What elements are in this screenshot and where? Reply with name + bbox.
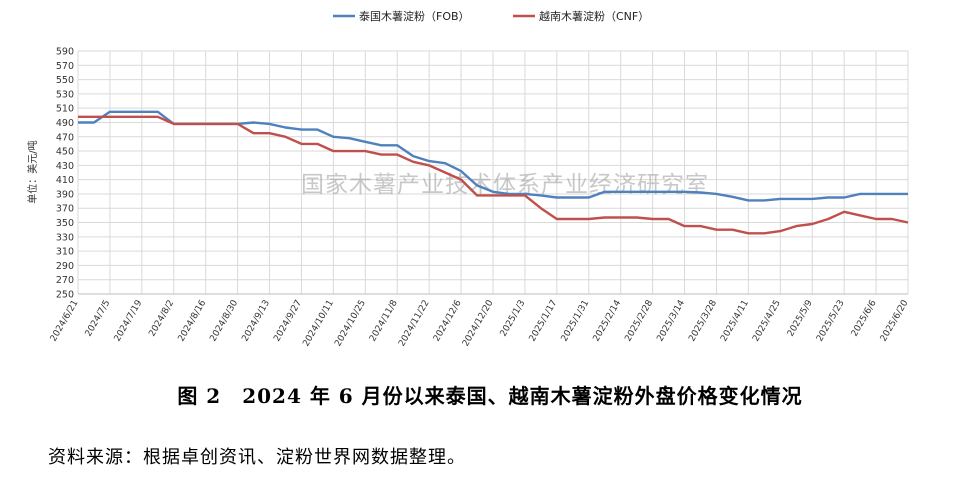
series-lines — [78, 110, 909, 235]
x-tick-label: 2024/10/25 — [333, 299, 368, 349]
x-tick-label: 2025/6/20 — [879, 298, 911, 343]
x-tick-label: 2025/3/14 — [655, 298, 687, 343]
x-tick-label: 2025/3/28 — [687, 298, 719, 343]
x-tick-label: 2024/8/2 — [147, 299, 176, 339]
y-axis-label: 单位：美元/吨 — [26, 140, 39, 203]
y-tick-label: 350 — [56, 218, 74, 229]
y-tick-label: 570 — [56, 61, 74, 72]
y-tick-label: 270 — [56, 275, 74, 286]
x-tick-label: 2024/9/27 — [272, 299, 304, 344]
chart-grid — [77, 50, 909, 295]
x-tick-label: 2024/8/16 — [177, 298, 209, 343]
legend: 泰国木薯淀粉（FOB） 越南木薯淀粉（CNF） — [333, 9, 649, 23]
x-tick-label: 2025/2/28 — [623, 298, 655, 343]
y-tick-label: 310 — [56, 247, 74, 258]
y-tick-label: 290 — [56, 261, 74, 272]
x-tick-label: 2024/10/11 — [301, 299, 336, 349]
x-tick-label: 2025/1/31 — [560, 299, 592, 344]
x-tick-label: 2025/5/23 — [815, 299, 847, 344]
y-tick-label: 390 — [56, 189, 74, 200]
legend-label-1: 泰国木薯淀粉（FOB） — [359, 9, 470, 23]
x-tick-label: 2025/2/14 — [592, 298, 624, 343]
x-tick-label: 2024/9/13 — [240, 299, 272, 344]
x-tick-label: 2024/6/21 — [49, 299, 81, 344]
line-chart: 250 270 290 310 330 350 370 390 410 430 450 470 490 5… — [26, 9, 911, 348]
x-tick-label: 2024/12/6 — [432, 298, 464, 343]
y-tick-label: 470 — [56, 132, 74, 143]
x-tick-label: 2024/7/5 — [84, 299, 113, 339]
y-tick-label: 530 — [56, 89, 74, 100]
series-line-2 — [78, 115, 909, 235]
x-tick-label: 2024/11/8 — [368, 298, 400, 343]
x-tick-label: 2025/1/3 — [499, 299, 528, 339]
x-axis: 2024/6/21 2024/7/5 2024/7/19 2024/8/2 2024/8… — [49, 298, 911, 348]
y-tick-label: 250 — [56, 290, 74, 301]
source-note: 资料来源：根据卓创资讯、淀粉世界网数据整理。 — [48, 447, 466, 468]
x-tick-label: 2025/6/6 — [850, 298, 879, 338]
x-tick-label: 2025/5/9 — [786, 298, 815, 338]
x-tick-label: 2024/11/22 — [397, 299, 432, 349]
x-tick-label: 2024/8/30 — [208, 298, 240, 343]
x-tick-label: 2024/7/19 — [113, 298, 145, 343]
figure-caption: 图 2 2024 年 6 月份以来泰国、越南木薯淀粉外盘价格变化情况 — [177, 384, 803, 408]
x-tick-label: 2025/4/11 — [719, 299, 751, 344]
y-tick-label: 370 — [56, 204, 74, 215]
x-tick-label: 2025/4/25 — [751, 299, 783, 344]
y-tick-label: 330 — [56, 232, 74, 243]
y-tick-label: 590 — [56, 47, 74, 58]
y-tick-label: 510 — [56, 104, 74, 115]
legend-label-2: 越南木薯淀粉（CNF） — [539, 9, 649, 23]
y-tick-label: 410 — [56, 175, 74, 186]
y-axis: 250 270 290 310 330 350 370 390 410 430 450 470 490 5… — [56, 47, 74, 301]
y-tick-label: 490 — [56, 118, 74, 129]
x-tick-label: 2024/12/20 — [461, 298, 496, 348]
y-tick-label: 430 — [56, 161, 74, 172]
y-tick-label: 450 — [56, 147, 74, 158]
x-tick-label: 2025/1/17 — [528, 299, 560, 344]
y-tick-label: 550 — [56, 75, 74, 86]
